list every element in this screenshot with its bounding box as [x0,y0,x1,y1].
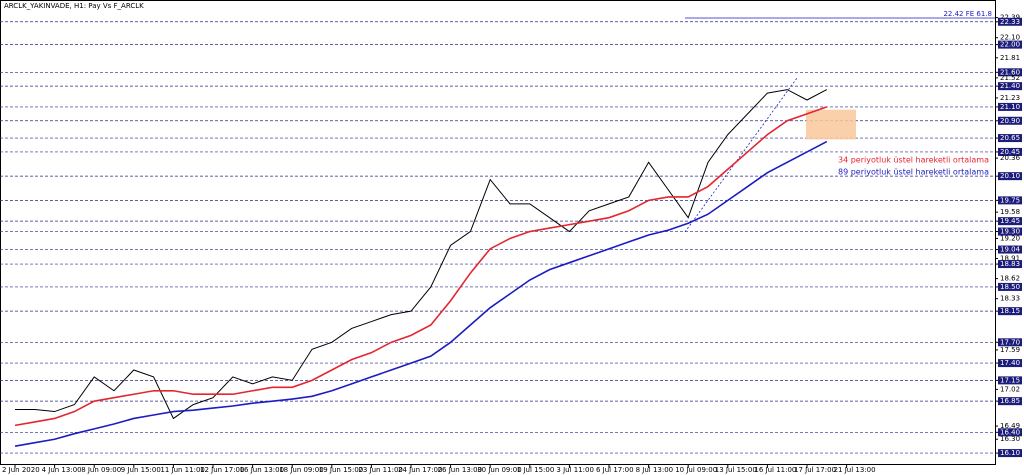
y-tick-box [998,134,1022,143]
y-tick-label: 16.85 [1000,397,1020,405]
y-tick-label: 20.90 [1000,117,1020,125]
y-tick-label: 22.10 [1000,34,1020,42]
y-tick-label: 19.58 [1000,208,1020,216]
y-tick-label: 16.30 [1000,435,1020,443]
y-tick-label: 22.33 [1000,18,1020,26]
y-tick-label: 18.83 [1000,260,1020,268]
y-tick-box [998,82,1022,91]
y-tick-label: 22.39 [1000,14,1020,22]
y-tick-label: 20.45 [1000,148,1020,156]
x-tick-label: 16 Jun 13:00 [240,466,284,474]
y-tick-label: 16.49 [1000,422,1020,430]
x-tick-label: 12 Jun 17:00 [200,466,244,474]
x-tick-label: 10 Jul 09:00 [675,466,717,474]
y-tick-label: 20.36 [1000,154,1021,162]
ema-line [14,140,828,447]
y-tick-box [998,196,1022,205]
y-tick-label: 16.10 [1000,449,1020,457]
y-tick-box [998,359,1022,368]
y-tick-label: 21.81 [1000,54,1020,62]
zone-box [806,109,856,140]
y-tick-box [998,449,1022,458]
y-tick-box [998,397,1022,406]
chart-title: ARCLK_YAKINVADE, H1: Pay Vs F_ARCLK [4,2,144,10]
y-tick-label: 18.62 [1000,275,1020,283]
x-tick-label: 8 Jun 09:00 [81,466,121,474]
x-tick-label: 18 Jun 09:00 [279,466,323,474]
y-tick-box [998,376,1022,385]
ema-line [14,106,828,427]
y-tick-label: 21.60 [1000,68,1020,76]
ema-label: 89 periyotluk üstel hareketli ortalama [838,168,989,177]
y-tick-box [998,260,1022,269]
y-tick-label: 17.02 [1000,385,1020,393]
y-tick-box [998,147,1022,156]
y-tick-label: 21.23 [1000,94,1020,102]
y-tick-label: 18.15 [1000,307,1020,315]
x-tick-label: 8 Jul 13:00 [636,466,674,474]
x-tick-label: 23 Jun 11:00 [358,466,402,474]
y-tick-box [998,428,1022,437]
y-tick-box [998,102,1022,111]
y-tick-label: 17.59 [1000,346,1020,354]
x-tick-label: 9 Jun 15:00 [121,466,161,474]
y-tick-box [998,40,1022,49]
y-tick-label: 21.52 [1000,74,1020,82]
y-tick-box [998,217,1022,226]
y-tick-label: 21.40 [1000,82,1020,90]
price-line [15,89,828,420]
x-tick-label: 13 Jul 15:00 [715,466,757,474]
y-tick-label: 19.75 [1000,196,1020,204]
y-tick-box [998,245,1022,254]
x-tick-label: 21 Jul 13:00 [834,466,876,474]
y-tick-label: 19.30 [1000,228,1020,236]
x-tick-label: 4 Jun 13:00 [42,466,82,474]
y-tick-box [998,17,1022,26]
y-tick-label: 22.00 [1000,41,1020,49]
x-tick-label: 19 Jun 15:00 [319,466,363,474]
y-tick-label: 20.10 [1000,172,1020,180]
x-tick-label: 2 Jun 2020 [2,466,40,474]
y-tick-label: 18.91 [1000,255,1020,263]
plot-frame [0,0,996,465]
x-tick-label: 6 Jul 17:00 [596,466,634,474]
x-tick-label: 24 Jun 17:00 [398,466,442,474]
x-tick-label: 26 Jun 13:00 [438,466,482,474]
y-tick-label: 17.70 [1000,338,1020,346]
y-tick-label: 17.40 [1000,359,1020,367]
y-tick-box [998,307,1022,316]
x-tick-label: 11 Jun 11:00 [160,466,204,474]
y-tick-label: 19.20 [1000,234,1020,242]
y-tick-label: 19.45 [1000,217,1020,225]
y-tick-box [998,227,1022,236]
y-tick-label: 20.65 [1000,134,1020,142]
y-tick-label: 19.04 [1000,246,1021,254]
y-tick-box [998,68,1022,77]
x-tick-label: 17 Jul 17:00 [794,466,836,474]
x-tick-label: 16 Jul 11:00 [754,466,796,474]
y-tick-box [998,172,1022,181]
y-tick-label: 16.40 [1000,428,1020,436]
fibo-label: 22.42 FE 61.8 [943,10,992,18]
x-tick-label: 30 Jun 09:00 [477,466,521,474]
x-tick-label: 3 Jul 11:00 [556,466,594,474]
y-tick-label: 18.33 [1000,295,1020,303]
y-tick-box [998,338,1022,347]
y-tick-box [998,282,1022,291]
y-tick-label: 21.10 [1000,103,1020,111]
y-tick-box [998,116,1022,125]
y-tick-label: 17.15 [1000,376,1020,384]
y-tick-label: 18.50 [1000,283,1020,291]
x-tick-label: 1 Jul 15:00 [517,466,555,474]
ema-label: 34 periyotluk üstel hareketli ortalama [838,156,989,165]
